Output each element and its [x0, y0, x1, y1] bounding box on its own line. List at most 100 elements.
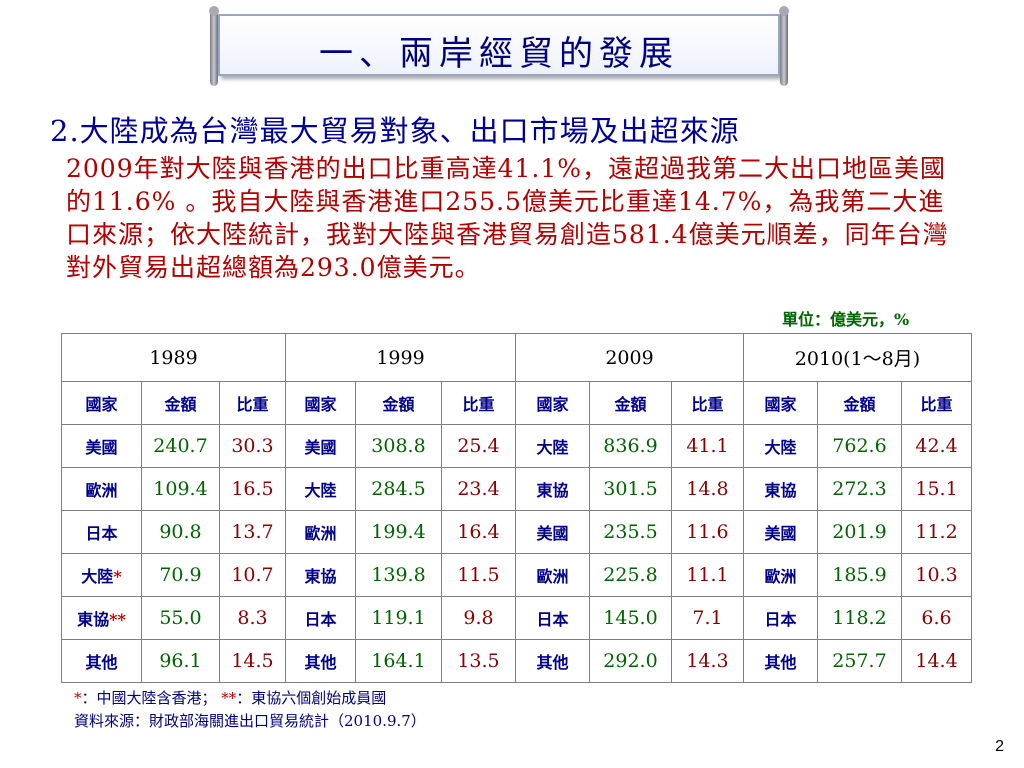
amount-cell-text: 284.5: [371, 478, 426, 501]
share-cell-text: 6.6: [921, 606, 952, 629]
share-cell-text: 13.5: [457, 649, 500, 672]
column-header: 金額: [141, 381, 220, 426]
country-cell: 歐洲: [743, 553, 818, 597]
share-cell-text: 23.4: [457, 478, 500, 501]
amount-cell-text: 109.4: [153, 478, 208, 501]
amount-cell: 55.0: [141, 595, 220, 640]
amount-cell-text: 225.8: [603, 563, 658, 586]
country-cell: 日本: [515, 595, 590, 640]
country-cell: 美國: [743, 510, 818, 554]
amount-cell-text: 201.9: [832, 521, 887, 544]
footnote-marks: *：中國大陸含香港； **：東協六個創始成員國: [74, 687, 386, 708]
amount-cell-text: 185.9: [832, 563, 887, 586]
amount-cell: 284.5: [355, 467, 442, 512]
share-cell: 25.4: [441, 424, 516, 469]
country-cell-text: 大陸: [536, 438, 569, 458]
country-cell-text: 美國: [764, 524, 797, 544]
amount-cell-text: 301.5: [603, 478, 658, 501]
share-cell: 8.3: [219, 595, 286, 640]
amount-cell: 308.8: [355, 424, 442, 469]
share-cell-text: 8.3: [237, 606, 268, 629]
source-note: 資料來源：財政部海關進出口貿易統計（2010.9.7）: [74, 712, 426, 730]
unit-label: 單位：億美元，%: [782, 310, 910, 329]
country-cell-text: 日本: [536, 609, 569, 629]
amount-cell: 139.8: [355, 553, 442, 597]
amount-cell: 836.9: [589, 424, 672, 469]
share-cell-text: 14.3: [686, 649, 729, 672]
year-header: 1999: [285, 332, 516, 383]
amount-cell: 199.4: [355, 510, 442, 554]
year-header: 2009: [515, 332, 744, 383]
page-number: 2: [995, 738, 1004, 755]
amount-cell-text: 235.5: [603, 521, 658, 544]
amount-cell: 70.9: [141, 553, 220, 597]
country-cell-text: 東協: [536, 481, 569, 501]
share-cell-text: 14.4: [915, 649, 958, 672]
amount-cell: 272.3: [817, 467, 902, 512]
amount-cell-text: 199.4: [371, 521, 426, 544]
amount-cell-text: 90.8: [159, 521, 202, 544]
share-cell-text: 16.4: [457, 521, 500, 544]
amount-cell: 119.1: [355, 595, 442, 640]
country-cell: 其他: [61, 638, 142, 684]
country-cell-text: 日本: [304, 609, 337, 629]
footnote-star-1: *: [74, 689, 82, 707]
amount-cell: 225.8: [589, 553, 672, 597]
share-cell-text: 10.3: [915, 563, 958, 586]
country-cell-text: 歐洲: [85, 481, 118, 501]
country-cell-text: 東協: [764, 481, 797, 501]
table-row: 東協** 55.0 8.3 日本 119.1 9.8 日本 145.0 7.1 日本 118.2 6.…: [61, 595, 973, 640]
country-cell-text: 歐洲: [536, 566, 569, 586]
amount-cell: 109.4: [141, 467, 220, 512]
footnote-mark: *: [113, 566, 122, 586]
country-cell: 其他: [285, 638, 356, 684]
amount-cell-text: 257.7: [832, 649, 887, 672]
amount-cell: 145.0: [589, 595, 672, 640]
column-header: 國家: [61, 381, 142, 426]
amount-cell-text: 240.7: [153, 435, 208, 458]
share-cell: 14.8: [671, 467, 744, 512]
column-header: 國家: [285, 381, 356, 426]
amount-cell: 164.1: [355, 638, 442, 684]
trade-table: 1989 1999 2009 2010(1～8月) 國家 金額 比重 國家 金額 比重 國家 金額 比重…: [61, 332, 973, 684]
title-banner: 一、兩岸經貿的發展: [209, 6, 789, 86]
country-cell: 歐洲: [515, 553, 590, 597]
footnote-mark: **: [109, 609, 126, 629]
country-cell: 日本: [61, 510, 142, 554]
column-header: 金額: [817, 381, 902, 426]
year-header-row: 1989 1999 2009 2010(1～8月): [61, 332, 973, 383]
country-cell: 其他: [743, 638, 818, 684]
country-cell: 東協: [743, 467, 818, 512]
country-cell-text: 大陸: [304, 481, 337, 501]
country-cell-text: 歐洲: [304, 524, 337, 544]
share-cell: 14.3: [671, 638, 744, 684]
amount-cell-text: 119.1: [371, 606, 426, 629]
share-cell: 14.5: [219, 638, 286, 684]
country-cell: 大陸: [743, 424, 818, 469]
table-row: 美國 240.7 30.3 美國 308.8 25.4 大陸 836.9 41.1 大陸 762.6…: [61, 424, 973, 469]
footnote-star-2: **: [221, 689, 237, 707]
country-cell: 東協: [285, 553, 356, 597]
amount-cell-text: 762.6: [832, 435, 887, 458]
amount-cell: 257.7: [817, 638, 902, 684]
share-cell: 14.4: [900, 638, 973, 684]
country-cell: 歐洲: [285, 510, 356, 554]
table-body: 1989 1999 2009 2010(1～8月) 國家 金額 比重 國家 金額 比重 國家 金額 比重…: [61, 332, 973, 684]
share-cell: 11.6: [671, 510, 744, 554]
share-cell-text: 14.8: [686, 478, 729, 501]
country-cell-text: 其他: [304, 652, 337, 672]
scroll-rod-right: [779, 6, 789, 86]
year-header: 2010(1～8月): [742, 332, 973, 383]
country-cell: 大陸: [515, 424, 590, 469]
amount-cell-text: 96.1: [159, 649, 202, 672]
share-cell-text: 7.1: [692, 606, 723, 629]
share-cell: 9.8: [441, 595, 516, 640]
share-cell-text: 25.4: [457, 435, 500, 458]
amount-cell-text: 836.9: [603, 435, 658, 458]
amount-cell-text: 55.0: [159, 606, 202, 629]
share-cell-text: 14.5: [231, 649, 274, 672]
column-header: 國家: [515, 381, 590, 426]
amount-cell: 235.5: [589, 510, 672, 554]
country-cell: 大陸*: [61, 553, 142, 597]
share-cell: 13.5: [441, 638, 516, 684]
